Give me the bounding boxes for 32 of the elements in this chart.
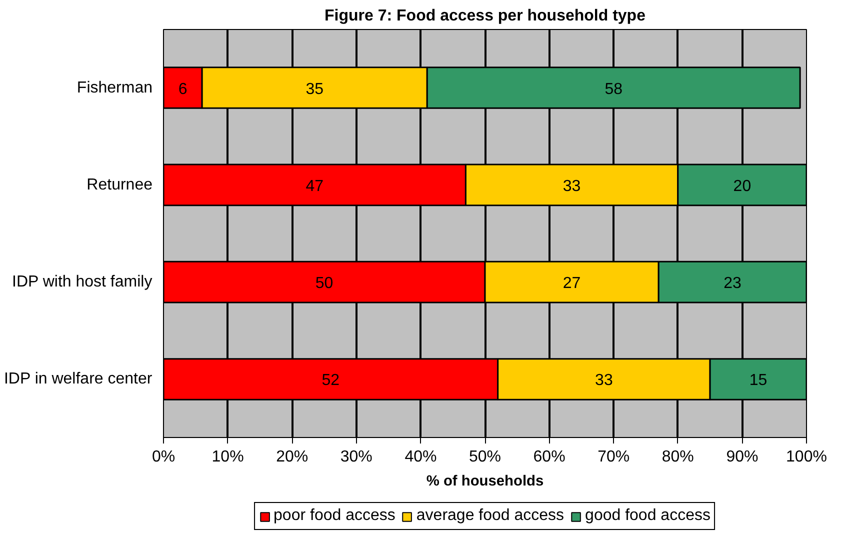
data-label: 15 (749, 372, 768, 390)
data-label: 52 (322, 372, 340, 390)
data-label: 27 (562, 275, 581, 292)
legend-label: poor food access (274, 507, 396, 525)
x-tick-label: 0% (152, 448, 176, 466)
x-tick-label: 100% (786, 448, 827, 466)
y-tick-label: Fisherman (76, 79, 152, 96)
x-tick-label: 40% (404, 448, 437, 466)
chart-title: Figure 7: Food access per household type (324, 8, 646, 24)
data-label: 35 (306, 80, 324, 98)
data-label: 47 (306, 178, 324, 195)
data-label: 58 (604, 80, 623, 98)
y-tick-label: IDP in welfare center (4, 370, 153, 388)
data-label: 33 (562, 178, 581, 195)
legend-label: good food access (585, 507, 710, 525)
data-label: 50 (315, 275, 334, 292)
y-tick-label: IDP with host family (12, 274, 152, 291)
data-label: 33 (595, 372, 613, 390)
data-label: 23 (724, 275, 742, 292)
x-axis-title: % of households (426, 474, 544, 490)
x-tick-label: 50% (468, 448, 502, 466)
x-tick-label: 10% (212, 448, 244, 466)
x-tick-label: 20% (276, 448, 308, 466)
x-tick-label: 30% (340, 448, 372, 466)
data-label: 20 (733, 178, 752, 195)
x-tick-label: 80% (662, 448, 694, 466)
x-tick-label: 90% (726, 448, 758, 466)
y-tick-label: Returnee (86, 176, 153, 194)
data-label: 6 (178, 80, 188, 98)
x-tick-label: 60% (533, 448, 566, 466)
legend-label: average food access (416, 507, 564, 525)
x-tick-label: 70% (598, 448, 630, 466)
